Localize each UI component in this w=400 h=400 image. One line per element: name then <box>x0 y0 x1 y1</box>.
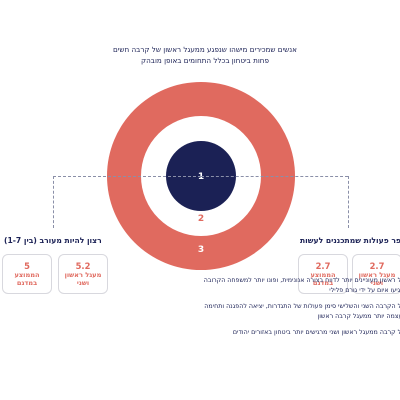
left-connector-vertical <box>53 176 54 228</box>
left-box-average-line1: הממוצע <box>14 270 40 279</box>
right-box-circles-line1: מעגל ראשון <box>358 270 396 279</box>
note-item: מעגל הקרבה השני והשלישי סימן פעולות של ה… <box>204 303 400 320</box>
right-box-circles-value: 2.7 <box>369 260 385 271</box>
left-box-circles-line1: מעגל ראשון <box>64 270 102 279</box>
right-box-circles: 2.7 מעגל ראשון ושני <box>352 254 400 294</box>
note-item: מעגל ראשון מעוניינים יותר לדווח בצורה אנ… <box>203 277 400 294</box>
left-box-circles-line2: ושני <box>76 279 90 287</box>
ring-1-label: 1 <box>198 172 204 182</box>
left-box-circles: 5.2 מעגל ראשון ושני <box>58 254 108 294</box>
right-box-average: 2.7 הממוצע במדגם <box>298 254 348 294</box>
left-connector-horizontal <box>53 176 201 177</box>
right-box-average-line2: במדגם <box>312 279 334 287</box>
left-box-average: 5 הממוצע במדגם <box>2 254 52 294</box>
right-panel-title: מספר פעולות שמתכננים לעשות <box>300 236 400 245</box>
header-line-1: אנשים שמכירים מישהו שנפגע ממעגל ראשון של… <box>113 45 297 54</box>
left-panel-title: רצון להיות מעורב (בין 1-7) <box>4 236 102 245</box>
right-connector-horizontal <box>201 176 348 177</box>
left-box-average-line2: במדגם <box>16 279 38 287</box>
ring-2-label: 2 <box>198 214 204 224</box>
right-connector-vertical <box>348 176 349 228</box>
header: אנשים שמכירים מישהו שנפגע ממעגל ראשון של… <box>70 44 340 66</box>
left-box-average-value: 5 <box>24 260 30 271</box>
right-box-average-value: 2.7 <box>315 260 331 271</box>
header-line-2: פחות ביטחון בכלל התחומים באופן מובהק <box>141 56 269 65</box>
right-box-circles-line2: ושני <box>370 279 384 287</box>
left-box-circles-value: 5.2 <box>75 260 91 271</box>
note-item: מעגל קרבה ממעגל ראשון ושני מרגישים יותר … <box>232 329 400 337</box>
right-box-average-line1: הממוצע <box>310 270 336 279</box>
notes-list: מעגל ראשון מעוניינים יותר לדווח בצורה אנ… <box>196 276 400 345</box>
ring-3-label: 3 <box>198 245 204 255</box>
